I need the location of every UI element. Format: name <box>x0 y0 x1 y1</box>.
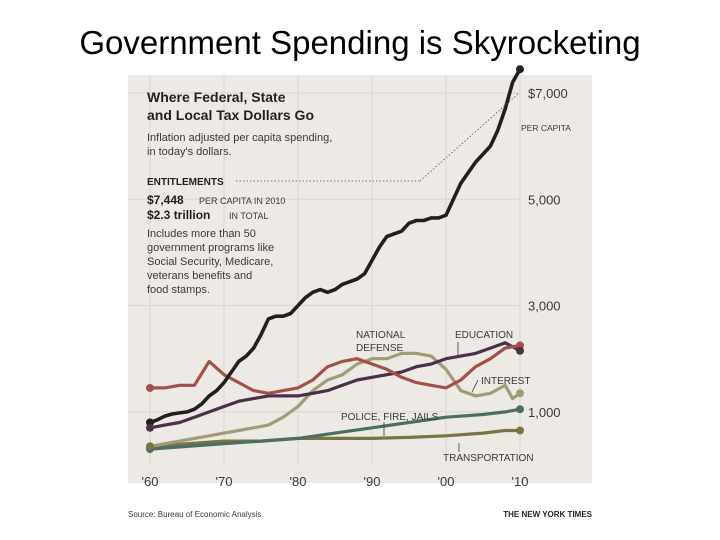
annotation-value-note: PER CAPITA IN 2010 <box>199 196 285 206</box>
series-end-marker-transportation <box>516 426 524 435</box>
x-tick-label: '70 <box>216 474 233 489</box>
annotation-value-big: $7,448 <box>147 193 184 207</box>
annotation-total-big: $2.3 trillion <box>147 208 210 222</box>
series-start-marker-transportation <box>146 442 154 451</box>
y-tick-label: 1,000 <box>528 405 561 420</box>
x-tick-label: '10 <box>512 474 529 489</box>
annotation-body-line-5: food stamps. <box>147 284 210 296</box>
series-label-national-defense-line-2: DEFENSE <box>356 343 404 354</box>
series-label-interest: INTEREST <box>481 376 530 387</box>
series-line-entitlements <box>148 67 522 425</box>
y-tick-label: $7,000 <box>528 86 568 101</box>
x-tick-label: '80 <box>290 474 307 489</box>
series-label-national-defense-line-1: NATIONAL <box>356 330 406 341</box>
series-line-police-fire-jails <box>148 407 522 451</box>
chart-subtitle-line-1: Inflation adjusted per capita spending, <box>147 132 332 144</box>
series-label-transportation: TRANSPORTATION <box>443 453 534 464</box>
y-tick-label: 3,000 <box>528 299 561 314</box>
series-start-marker-national-defense <box>146 383 154 392</box>
annotation-body-line-1: Includes more than 50 <box>147 228 256 240</box>
series-start-marker-education <box>146 423 154 432</box>
series-label-police: POLICE, FIRE, JAILS <box>341 412 439 423</box>
annotation-body-line-3: Social Security, Medicare, <box>147 256 273 268</box>
x-tick-label: '60 <box>142 474 159 489</box>
chart-subtitle-line-2: in today's dollars. <box>147 146 232 158</box>
series-line-national-defense <box>148 343 522 395</box>
chart-title-line-2: and Local Tax Dollars Go <box>147 107 314 123</box>
x-tick-label: '00 <box>438 474 455 489</box>
y-tick-labels: 1,000 3,000 5,000 $7,000 <box>528 86 568 420</box>
grid-lines <box>128 75 521 465</box>
series-label-interest-pointer <box>471 379 479 393</box>
chart-title-line-1: Where Federal, State <box>147 89 286 105</box>
series-end-marker-entitlements <box>516 65 524 74</box>
slide-title: Government Spending is Skyrocketing <box>79 24 641 61</box>
series-end-marker-interest <box>516 389 524 398</box>
annotation-leader-diagonal <box>419 92 520 182</box>
y-tick-label: 5,000 <box>528 192 561 207</box>
series-label-education: EDUCATION <box>455 330 513 341</box>
series-end-marker-education <box>516 346 524 355</box>
x-tick-labels: '60 '70 '80 '90 '00 '10 <box>142 474 529 489</box>
annotation-total-note: IN TOTAL <box>229 211 269 221</box>
y-unit-note: PER CAPITA <box>521 123 571 133</box>
credit-note: THE NEW YORK TIMES <box>503 510 592 519</box>
series-lines <box>148 67 522 451</box>
series-end-marker-police-fire-jails <box>516 405 524 414</box>
source-note: Source: Bureau of Economic Analysis <box>128 510 261 519</box>
x-tick-label: '90 <box>364 474 381 489</box>
annotation-heading: ENTITLEMENTS <box>147 177 224 188</box>
series-line-interest <box>148 351 522 448</box>
series-line-transportation <box>148 428 522 448</box>
series-end-markers <box>146 65 524 454</box>
annotation-body-line-4: veterans benefits and <box>147 270 252 282</box>
annotation-body-line-2: government programs like <box>147 242 274 254</box>
